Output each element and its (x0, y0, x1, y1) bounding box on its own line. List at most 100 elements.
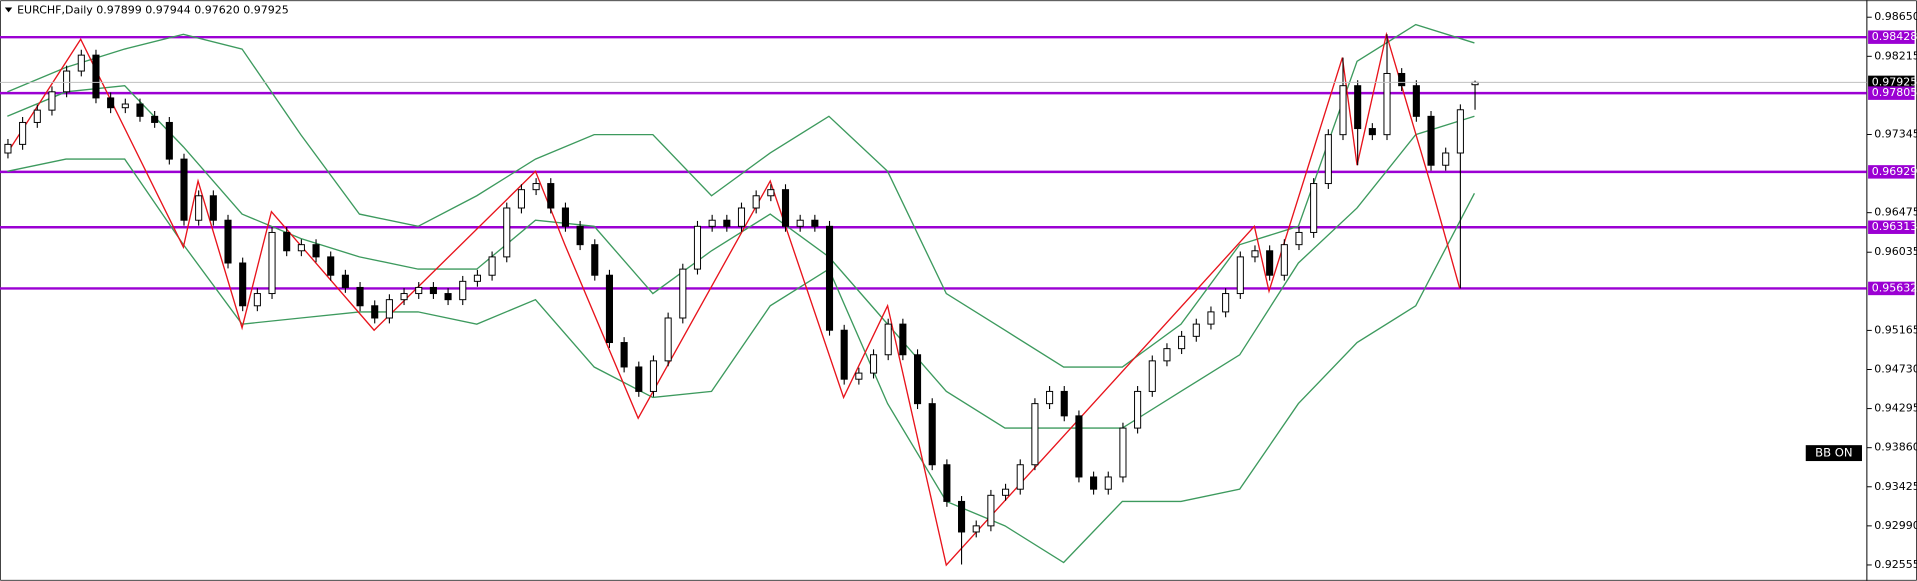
zigzag (6, 31, 1461, 567)
candle-body (1222, 293, 1230, 313)
candle-body (1383, 72, 1391, 136)
candle-body (1398, 72, 1406, 87)
candle-body (987, 494, 995, 527)
candle-body (77, 54, 85, 72)
candle-body (1016, 464, 1024, 490)
level-label-box (1868, 86, 1915, 100)
level-label: 0.95632 (1872, 281, 1917, 294)
y-tick-label: 0.92990 (1874, 519, 1917, 532)
candle-body (752, 195, 760, 209)
candle-body (532, 183, 540, 191)
candle-body (943, 464, 951, 502)
level-label-box (1868, 30, 1915, 44)
candle-body (855, 372, 863, 380)
candle-body (473, 274, 481, 282)
y-tick-label: 0.96475 (1874, 206, 1917, 219)
candle-body (1104, 476, 1112, 490)
y-tick-label: 0.98215 (1874, 49, 1917, 62)
candle-body (312, 244, 320, 258)
candle-body (1060, 390, 1068, 417)
candle-body (605, 274, 613, 344)
candle-body (869, 354, 878, 374)
candle-body (1090, 476, 1098, 490)
price-axis: 0.98650 0.98215 0.97345 0.96475 0.96035 0.951… (1866, 10, 1917, 571)
candle-body (268, 231, 276, 295)
candle-body (1031, 403, 1039, 466)
badge-box (1805, 445, 1862, 462)
y-tick-label: 0.98650 (1874, 10, 1917, 23)
candle-body (1456, 109, 1464, 154)
candle-body (136, 103, 144, 117)
bollinger-lower (7, 158, 1476, 564)
candle-body (1339, 85, 1347, 136)
candle-body (459, 280, 467, 301)
candle-body (649, 360, 658, 392)
candle-body (767, 189, 775, 197)
candle-body (19, 121, 27, 145)
candle-body (1134, 390, 1142, 429)
y-tick-label: 0.96035 (1874, 245, 1917, 258)
candle-body (1295, 231, 1303, 246)
candle-body (679, 268, 687, 319)
badge: BB ON (1815, 446, 1852, 460)
candle-body (63, 70, 71, 93)
candle-body (195, 195, 203, 221)
level-label: 0.96313 (1872, 220, 1917, 233)
menu-triangle[interactable] (4, 7, 13, 13)
y-tick-label: 0.94295 (1874, 402, 1917, 415)
candle-body (239, 262, 247, 307)
candle-body (561, 207, 569, 227)
candle-body (1075, 415, 1083, 478)
candle-body (781, 189, 790, 227)
candle-body (1280, 244, 1288, 276)
candle-body (928, 403, 936, 466)
candle-body (415, 286, 423, 295)
candle-body (385, 299, 393, 319)
candle-body (1368, 128, 1376, 136)
candle-body (1412, 85, 1420, 117)
candle-body (899, 323, 907, 356)
level-label-box (1868, 220, 1915, 234)
candle-body (1236, 256, 1244, 295)
candle-body (444, 293, 452, 301)
candle-body (1046, 390, 1054, 405)
candle-body (165, 121, 173, 160)
candle-body (1354, 85, 1362, 130)
candle-body (591, 244, 599, 276)
candle-body (327, 256, 335, 276)
candle-body (517, 189, 525, 209)
candle-body (664, 317, 672, 362)
level-label: 0.96929 (1872, 165, 1917, 178)
candle-body (356, 286, 364, 307)
candle-body (371, 305, 379, 319)
level-label-box (1868, 281, 1915, 296)
plot-area (0, 23, 1867, 567)
current-price-label: 0.97925 (1872, 75, 1917, 88)
candle-body (253, 293, 261, 307)
candle-body (1163, 348, 1171, 362)
current-price-box (1868, 75, 1915, 90)
candle-body (1442, 152, 1450, 166)
level-label-box (1868, 165, 1915, 179)
candle-body (1427, 115, 1435, 166)
candle-body (737, 207, 746, 227)
candle-body (547, 183, 555, 209)
candle-body (1251, 250, 1259, 258)
candle-body (92, 54, 100, 99)
candle-body (620, 342, 628, 368)
candle-body (1192, 323, 1200, 337)
candle-body (1148, 360, 1156, 392)
candle-body (1002, 488, 1010, 496)
y-tick-label: 0.92555 (1874, 558, 1917, 571)
candle-body (972, 525, 980, 533)
candle-body (796, 219, 804, 227)
chart-title: EURCHF,Daily 0.97899 0.97944 0.97620 0.9… (17, 4, 289, 17)
candle-body (1119, 427, 1127, 478)
candle-body (723, 219, 731, 227)
candle-body (4, 143, 12, 154)
level-label: 0.98428 (1872, 30, 1917, 43)
y-tick-label: 0.93425 (1874, 480, 1917, 493)
